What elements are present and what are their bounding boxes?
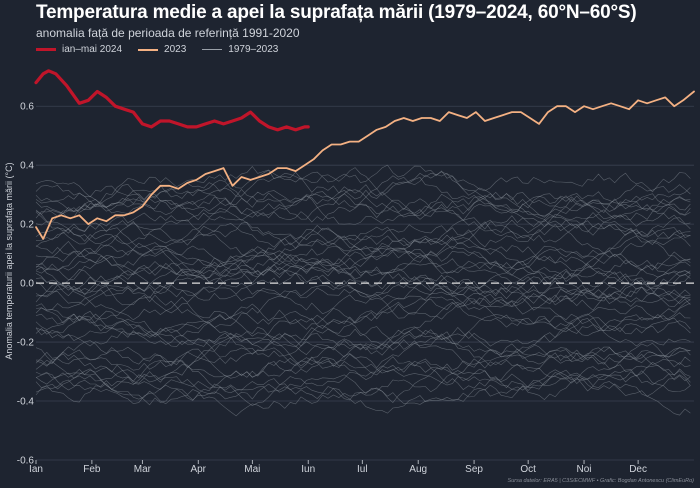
history-line [35, 235, 691, 285]
y-axis-label: Anomalia temperaturii apei la suprafața … [4, 162, 14, 359]
x-tick-label: Mar [134, 464, 152, 475]
x-tick-label: Mai [244, 464, 260, 475]
history-line [35, 223, 691, 266]
history-line [35, 253, 691, 288]
history-line [35, 312, 691, 350]
legend: ian–mai 2024 2023 1979–2023 [36, 44, 278, 55]
history-line [35, 299, 691, 348]
legend-item-history: 1979–2023 [202, 44, 278, 55]
x-tick-label: Feb [83, 464, 101, 475]
x-tick-label: Aug [409, 464, 427, 475]
series-line-2023 [35, 90, 695, 240]
x-tick-label: Iul [357, 464, 368, 475]
history-line [35, 317, 691, 356]
x-tick-label: Noi [577, 464, 592, 475]
y-tick-label: 0.0 [20, 279, 34, 290]
history-line [35, 169, 691, 217]
history-lines-1979-2023 [35, 164, 691, 417]
history-line [35, 194, 691, 228]
x-tick-label: Ian [29, 464, 43, 475]
history-line [35, 247, 691, 277]
y-tick-labels: -0.6 -0.4 -0.2 0.0 0.2 0.4 0.6 [17, 102, 35, 467]
x-tick-label: Oct [520, 464, 536, 475]
chart-subtitle: anomalia față de perioada de referință 1… [36, 26, 300, 40]
history-line [35, 336, 691, 383]
legend-swatch-2023 [138, 48, 159, 51]
history-line [35, 374, 691, 414]
history-line [35, 220, 691, 271]
history-line [35, 233, 691, 273]
history-line [35, 195, 691, 233]
history-line [35, 276, 691, 324]
history-line [35, 366, 691, 416]
history-line [35, 254, 691, 305]
history-line [35, 361, 691, 406]
x-tick-labels: Ian Feb Mar Apr Mai Iun Iul Aug Sep Oct Noi Dec [29, 460, 647, 475]
history-line [35, 260, 691, 299]
history-line [35, 285, 691, 324]
history-line [35, 340, 691, 378]
legend-label-history: 1979–2023 [228, 44, 279, 55]
history-line [35, 184, 691, 228]
x-tick-label: Dec [629, 464, 647, 475]
y-tick-label: 0.6 [20, 102, 34, 113]
history-line [35, 266, 691, 306]
y-tick-label: -0.6 [17, 456, 35, 467]
x-tick-label: Sep [465, 464, 483, 475]
history-line [35, 166, 691, 212]
y-tick-label: -0.2 [17, 338, 35, 349]
y-tick-label: 0.2 [20, 220, 34, 231]
y-tick-label: -0.4 [17, 397, 35, 408]
legend-item-2024: ian–mai 2024 [36, 44, 122, 55]
history-line [35, 209, 691, 241]
legend-item-2023: 2023 [138, 44, 186, 55]
chart-title: Temperatura medie a apei la suprafața mă… [36, 2, 637, 23]
legend-label-2024: ian–mai 2024 [62, 44, 123, 55]
history-line [35, 304, 691, 350]
history-line [35, 180, 691, 220]
history-line [35, 343, 691, 380]
series-lines [34, 69, 695, 240]
legend-swatch-history [202, 49, 223, 50]
footer-source: Sursa datelor: ERA5 | C3S/ECMWF • Grafic… [507, 478, 694, 484]
history-line [35, 347, 691, 403]
history-line [35, 356, 691, 406]
history-line [35, 191, 691, 218]
history-line [35, 331, 691, 381]
history-line [35, 269, 691, 321]
legend-label-2023: 2023 [164, 44, 187, 55]
x-tick-label: Apr [190, 464, 206, 475]
history-line [35, 370, 691, 417]
x-tick-label: Iun [301, 464, 315, 475]
history-line [35, 291, 691, 347]
series-line-2024 [34, 69, 310, 132]
history-line [35, 219, 691, 264]
history-line [35, 164, 691, 217]
legend-swatch-2024 [36, 48, 56, 51]
y-tick-label: 0.4 [20, 161, 34, 172]
